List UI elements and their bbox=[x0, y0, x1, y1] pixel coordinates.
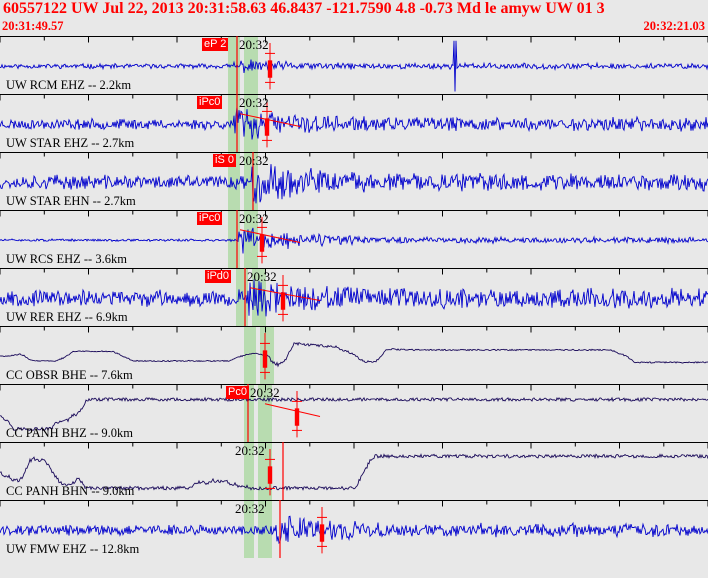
trace-canvas bbox=[0, 210, 708, 268]
trace-panel[interactable]: Pc0 20:32 CC PANH BHZ -- 9.0km bbox=[0, 384, 708, 442]
waveform-path bbox=[0, 515, 708, 545]
amplitude-marker[interactable] bbox=[257, 216, 267, 264]
amplitude-marker[interactable] bbox=[260, 332, 270, 380]
time-axis bbox=[0, 94, 708, 101]
trace-canvas bbox=[0, 384, 708, 442]
phase-pick-tag[interactable]: iS 0 bbox=[213, 154, 236, 167]
station-channel-label: CC PANH BHZ -- 9.0km bbox=[6, 426, 133, 440]
time-axis bbox=[0, 210, 708, 217]
trace-panel[interactable]: CC OBSR BHE -- 7.6km bbox=[0, 326, 708, 384]
trace-panel[interactable]: 20:32 CC PANH BHN -- 9.0km bbox=[0, 442, 708, 500]
coda-window-band bbox=[244, 500, 254, 558]
time-axis bbox=[0, 500, 708, 507]
minute-tick-label: 20:32 bbox=[235, 501, 265, 516]
time-axis bbox=[0, 326, 708, 333]
waveform-path bbox=[0, 341, 708, 368]
minute-tick-label: 20:32 bbox=[239, 153, 269, 168]
time-axis bbox=[0, 152, 708, 159]
phase-pick-tag[interactable]: iPd0 bbox=[205, 270, 232, 283]
station-channel-label: UW FMW EHZ -- 12.8km bbox=[6, 542, 140, 556]
station-channel-label: UW STAR EHZ -- 2.7km bbox=[6, 136, 135, 150]
coda-window-band bbox=[252, 268, 266, 326]
station-channel-label: CC OBSR BHE -- 7.6km bbox=[6, 368, 133, 382]
coda-decay-line bbox=[239, 229, 301, 243]
minute-tick-label: 20:32 bbox=[235, 443, 265, 458]
station-channel-label: UW RCM EHZ -- 2.2km bbox=[6, 78, 132, 92]
amplitude-marker[interactable] bbox=[278, 274, 288, 322]
coda-window-band bbox=[244, 36, 258, 94]
trace-panel[interactable]: iS 0 20:32 UW STAR EHN -- 2.7km bbox=[0, 152, 708, 210]
time-axis bbox=[0, 268, 708, 275]
time-axis bbox=[0, 442, 708, 449]
minute-tick-label: 20:32 bbox=[239, 211, 269, 226]
waveform-path bbox=[0, 453, 708, 492]
waveform-path bbox=[0, 40, 708, 92]
trace-panel[interactable]: eP 2 20:32 UW RCM EHZ -- 2.2km bbox=[0, 36, 708, 94]
coda-decay-line bbox=[239, 113, 301, 127]
trace-panel[interactable]: iPc0 20:32 UW STAR EHZ -- 2.7km bbox=[0, 94, 708, 152]
trace-canvas bbox=[0, 268, 708, 326]
trace-panel[interactable]: iPd0 20:32 UW RER EHZ -- 6.9km bbox=[0, 268, 708, 326]
phase-pick-tag[interactable]: iPc0 bbox=[197, 212, 223, 225]
amplitude-marker[interactable] bbox=[265, 448, 275, 496]
trace-panel-stack: eP 2 20:32 UW RCM EHZ -- 2.2km iPc0 20:32 UW … bbox=[0, 36, 708, 578]
waveform-path bbox=[0, 227, 708, 254]
coda-window-band bbox=[258, 442, 272, 500]
minute-tick-label: 20:32 bbox=[239, 37, 269, 52]
trace-canvas bbox=[0, 94, 708, 152]
coda-decay-line bbox=[264, 403, 321, 417]
station-channel-label: CC PANH BHN -- 9.0km bbox=[6, 484, 135, 498]
coda-window-band bbox=[244, 384, 254, 442]
trace-canvas bbox=[0, 442, 708, 500]
minute-tick-label: 20:32 bbox=[239, 95, 269, 110]
station-channel-label: UW RER EHZ -- 6.9km bbox=[6, 310, 128, 324]
amplitude-marker[interactable] bbox=[262, 100, 272, 148]
trace-panel[interactable]: iPc0 20:32 UW RCS EHZ -- 3.6km bbox=[0, 210, 708, 268]
header-bar: 60557122 UW Jul 22, 2013 20:31:58.63 46.… bbox=[0, 0, 708, 20]
station-channel-label: UW RCS EHZ -- 3.6km bbox=[6, 252, 127, 266]
coda-window-band bbox=[244, 326, 256, 384]
window-end-time: 20:32:21.03 bbox=[643, 19, 705, 33]
amplitude-marker[interactable] bbox=[292, 390, 302, 438]
waveform-path bbox=[0, 106, 708, 140]
time-axis bbox=[0, 36, 708, 43]
phase-pick-tag[interactable]: Pc0 bbox=[226, 386, 249, 399]
coda-window-band bbox=[244, 442, 254, 500]
amplitude-marker[interactable] bbox=[317, 506, 327, 554]
time-axis bbox=[0, 384, 708, 391]
coda-decay-line bbox=[249, 287, 321, 301]
trace-canvas bbox=[0, 500, 708, 558]
minute-tick-label: 20:32 bbox=[250, 385, 280, 400]
phase-pick-tag[interactable]: iPc0 bbox=[197, 96, 223, 109]
page-title: 60557122 UW Jul 22, 2013 20:31:58.63 46.… bbox=[3, 0, 605, 17]
amplitude-marker[interactable] bbox=[265, 42, 275, 90]
phase-pick-tag[interactable]: eP 2 bbox=[202, 38, 229, 51]
station-channel-label: UW STAR EHN -- 2.7km bbox=[6, 194, 136, 208]
trace-panel[interactable]: 20:32 UW FMW EHZ -- 12.8km bbox=[0, 500, 708, 558]
trace-canvas bbox=[0, 326, 708, 384]
waveform-path bbox=[0, 279, 708, 317]
minute-tick-label: 20:32 bbox=[247, 269, 277, 284]
waveform-path bbox=[0, 164, 708, 204]
waveform-path bbox=[0, 396, 708, 432]
window-start-time: 20:31:49.57 bbox=[2, 19, 64, 33]
